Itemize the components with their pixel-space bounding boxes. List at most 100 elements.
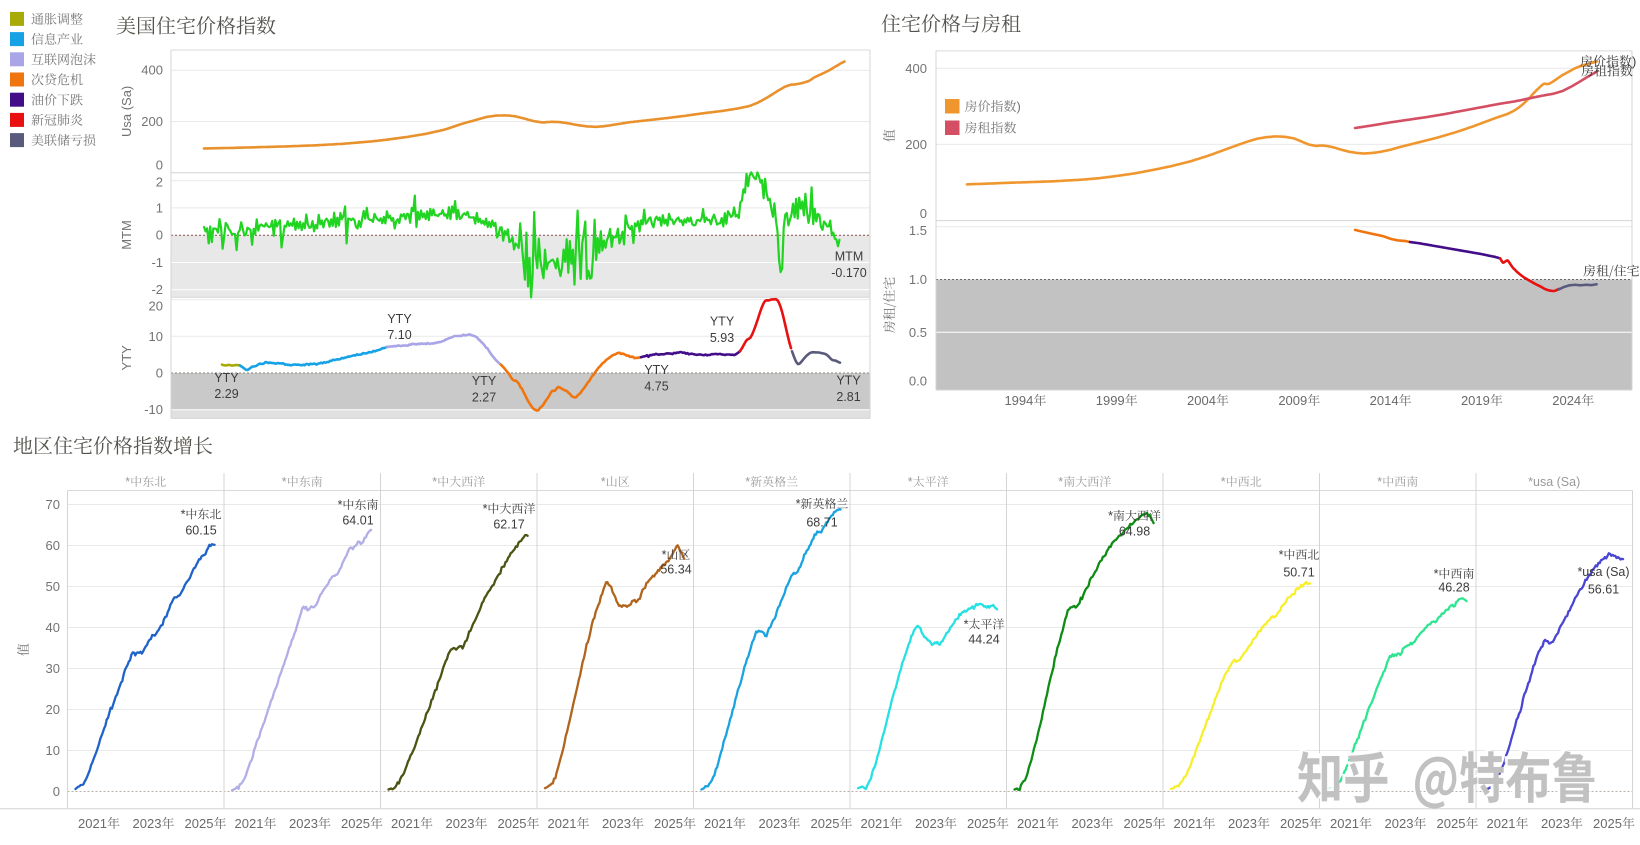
svg-text:50.71: 50.71 [1283,566,1314,580]
svg-text:2021: 2021 [704,816,733,831]
svg-text:0: 0 [156,228,163,243]
svg-text:46.28: 46.28 [1438,581,1469,595]
svg-text:0: 0 [920,206,927,221]
svg-text:2021: 2021 [548,816,577,831]
svg-text:2025: 2025 [1280,816,1309,831]
svg-text:2024: 2024 [1552,393,1581,408]
svg-text:2: 2 [156,174,163,189]
svg-text:2021: 2021 [1487,816,1516,831]
svg-text:1.5: 1.5 [909,223,927,238]
svg-text:70: 70 [46,497,60,512]
svg-text:2025: 2025 [341,816,370,831]
svg-text:YTY: YTY [387,312,412,326]
svg-text:*: * [745,475,750,489]
svg-text:50: 50 [46,579,60,594]
svg-text:): ) [1017,99,1021,114]
svg-text:2021: 2021 [1330,816,1359,831]
svg-text:2019: 2019 [1461,393,1490,408]
svg-text:MTM: MTM [835,250,863,264]
svg-text:*: * [1058,475,1063,489]
svg-text:*: * [1434,567,1439,581]
svg-text:YTY: YTY [710,315,735,329]
svg-text:*: * [1108,509,1113,523]
svg-text:2025: 2025 [1593,816,1622,831]
svg-text:2023: 2023 [602,816,631,831]
svg-text:68.71: 68.71 [806,516,837,530]
svg-text:0: 0 [156,366,163,381]
svg-text:2025: 2025 [967,816,996,831]
svg-text:*: * [1377,475,1382,489]
svg-text:2025: 2025 [811,816,840,831]
svg-text:2023: 2023 [289,816,318,831]
svg-text:62.17: 62.17 [493,518,524,532]
svg-text:*: * [796,497,801,511]
svg-text:400: 400 [905,61,927,76]
svg-text:7.10: 7.10 [387,328,411,342]
svg-text:MTM: MTM [119,220,134,250]
svg-text:YTY: YTY [836,374,861,388]
svg-text:*: * [432,475,437,489]
svg-text:2021: 2021 [78,816,107,831]
svg-text:2025: 2025 [654,816,683,831]
svg-text:2023: 2023 [1072,816,1101,831]
svg-text:*: * [662,548,667,562]
svg-text:2021: 2021 [235,816,264,831]
svg-text:2004: 2004 [1187,393,1216,408]
svg-text:20: 20 [46,702,60,717]
svg-text:60.15: 60.15 [185,524,216,538]
svg-text:200: 200 [905,137,927,152]
svg-text:2.29: 2.29 [214,387,238,401]
svg-text:2014: 2014 [1370,393,1399,408]
svg-text:60: 60 [46,538,60,553]
svg-text:10: 10 [46,743,60,758]
svg-text:*: * [125,475,130,489]
svg-text:0.0: 0.0 [909,374,927,389]
svg-text:*: * [908,475,913,489]
svg-text:64.98: 64.98 [1119,525,1150,539]
svg-text:1: 1 [156,200,163,215]
svg-text:200: 200 [141,114,163,129]
svg-text:400: 400 [141,63,163,78]
svg-text:0: 0 [156,158,163,173]
svg-text:30: 30 [46,661,60,676]
svg-text:*usa (Sa): *usa (Sa) [1577,565,1629,579]
svg-text:YTY: YTY [472,374,497,388]
svg-text:2009: 2009 [1278,393,1307,408]
svg-text:-1: -1 [151,255,163,270]
svg-text:2021: 2021 [1017,816,1046,831]
svg-text:-0.170: -0.170 [831,266,866,280]
svg-text:2023: 2023 [759,816,788,831]
svg-text:2025: 2025 [1124,816,1153,831]
svg-text:1.0: 1.0 [909,272,927,287]
svg-text:40: 40 [46,620,60,635]
svg-text:2023: 2023 [1385,816,1414,831]
svg-text:-10: -10 [144,402,163,417]
svg-text:-2: -2 [151,282,163,297]
svg-text:2023: 2023 [1228,816,1257,831]
svg-text:2.81: 2.81 [836,390,860,404]
svg-text:2023: 2023 [446,816,475,831]
svg-text:56.34: 56.34 [660,563,691,577]
svg-text:1994: 1994 [1004,393,1033,408]
svg-text:10: 10 [149,329,163,344]
svg-text:*usa (Sa): *usa (Sa) [1528,475,1580,489]
svg-text:*: * [1221,475,1226,489]
svg-text:*: * [181,508,186,522]
svg-text:2021: 2021 [391,816,420,831]
svg-text:2023: 2023 [915,816,944,831]
svg-text:*: * [338,498,343,512]
svg-text:2025: 2025 [1437,816,1466,831]
svg-text:20: 20 [149,298,163,313]
svg-text:2023: 2023 [133,816,162,831]
svg-text:2025: 2025 [185,816,214,831]
svg-text:*: * [601,475,606,489]
svg-text:YTY: YTY [119,345,134,371]
svg-text:2025: 2025 [498,816,527,831]
svg-text:2.27: 2.27 [472,391,496,405]
svg-text:5.93: 5.93 [710,331,734,345]
svg-text:0: 0 [53,784,60,799]
svg-text:2021: 2021 [861,816,890,831]
svg-text:4.75: 4.75 [644,380,668,394]
svg-text:*: * [964,618,969,632]
svg-text:YTY: YTY [644,363,669,377]
